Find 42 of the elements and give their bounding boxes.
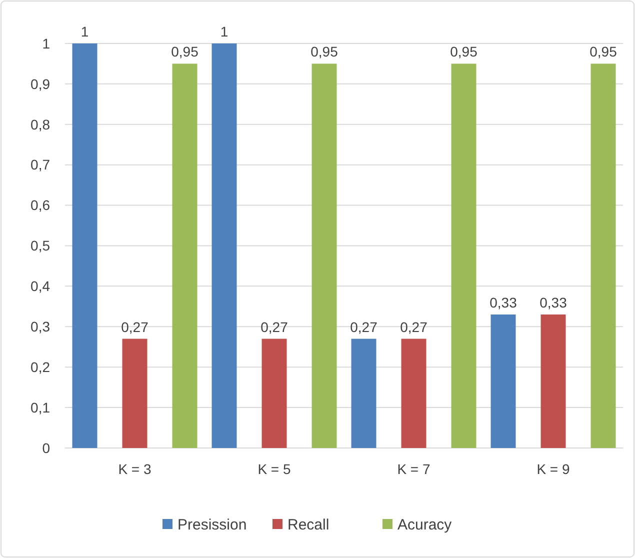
y-tick-label: 0,5 [30,238,50,254]
y-tick-label: 0,3 [30,318,50,335]
data-label: 0,27 [350,318,378,335]
y-tick-label: 0,9 [30,76,50,92]
data-label: 0,95 [450,44,478,60]
bar [172,64,198,448]
data-label: 0,95 [310,44,338,60]
legend-label: Presission [178,516,247,534]
data-label: 1 [80,23,89,40]
bar [312,64,337,448]
y-tick-label: 0,7 [30,156,50,173]
y-tick-label: 0,8 [30,116,50,132]
x-tick-label: K = 5 [258,461,291,477]
bar [590,64,616,448]
y-tick-label: 0,2 [30,358,50,375]
bar [401,338,426,448]
data-label: 0,27 [260,318,288,335]
legend-label: Acuracy [398,516,452,534]
bar [122,338,148,448]
legend-label: Recall [288,516,330,534]
bar [490,314,516,448]
data-label: 1 [220,23,228,40]
data-label: 0,95 [590,44,618,60]
data-label: 0,33 [490,294,518,310]
bar [451,64,476,448]
bar [72,43,98,448]
x-tick-label: K = 9 [536,461,570,477]
bar [351,338,376,448]
data-label: 0,27 [400,318,428,335]
y-tick-label: 0 [42,440,50,456]
y-tick-label: 0,1 [30,399,50,416]
bar [262,338,287,448]
y-tick-label: 0,4 [30,278,50,294]
y-tick-label: 0,6 [30,197,50,214]
bar [212,43,237,448]
data-label: 0,27 [121,318,149,335]
x-tick-label: K = 7 [397,461,430,477]
data-label: 0,33 [540,294,568,310]
bar [540,314,566,448]
y-tick-label: 1 [42,35,50,52]
x-tick-label: K = 3 [118,461,152,477]
data-label: 0,95 [171,44,199,60]
